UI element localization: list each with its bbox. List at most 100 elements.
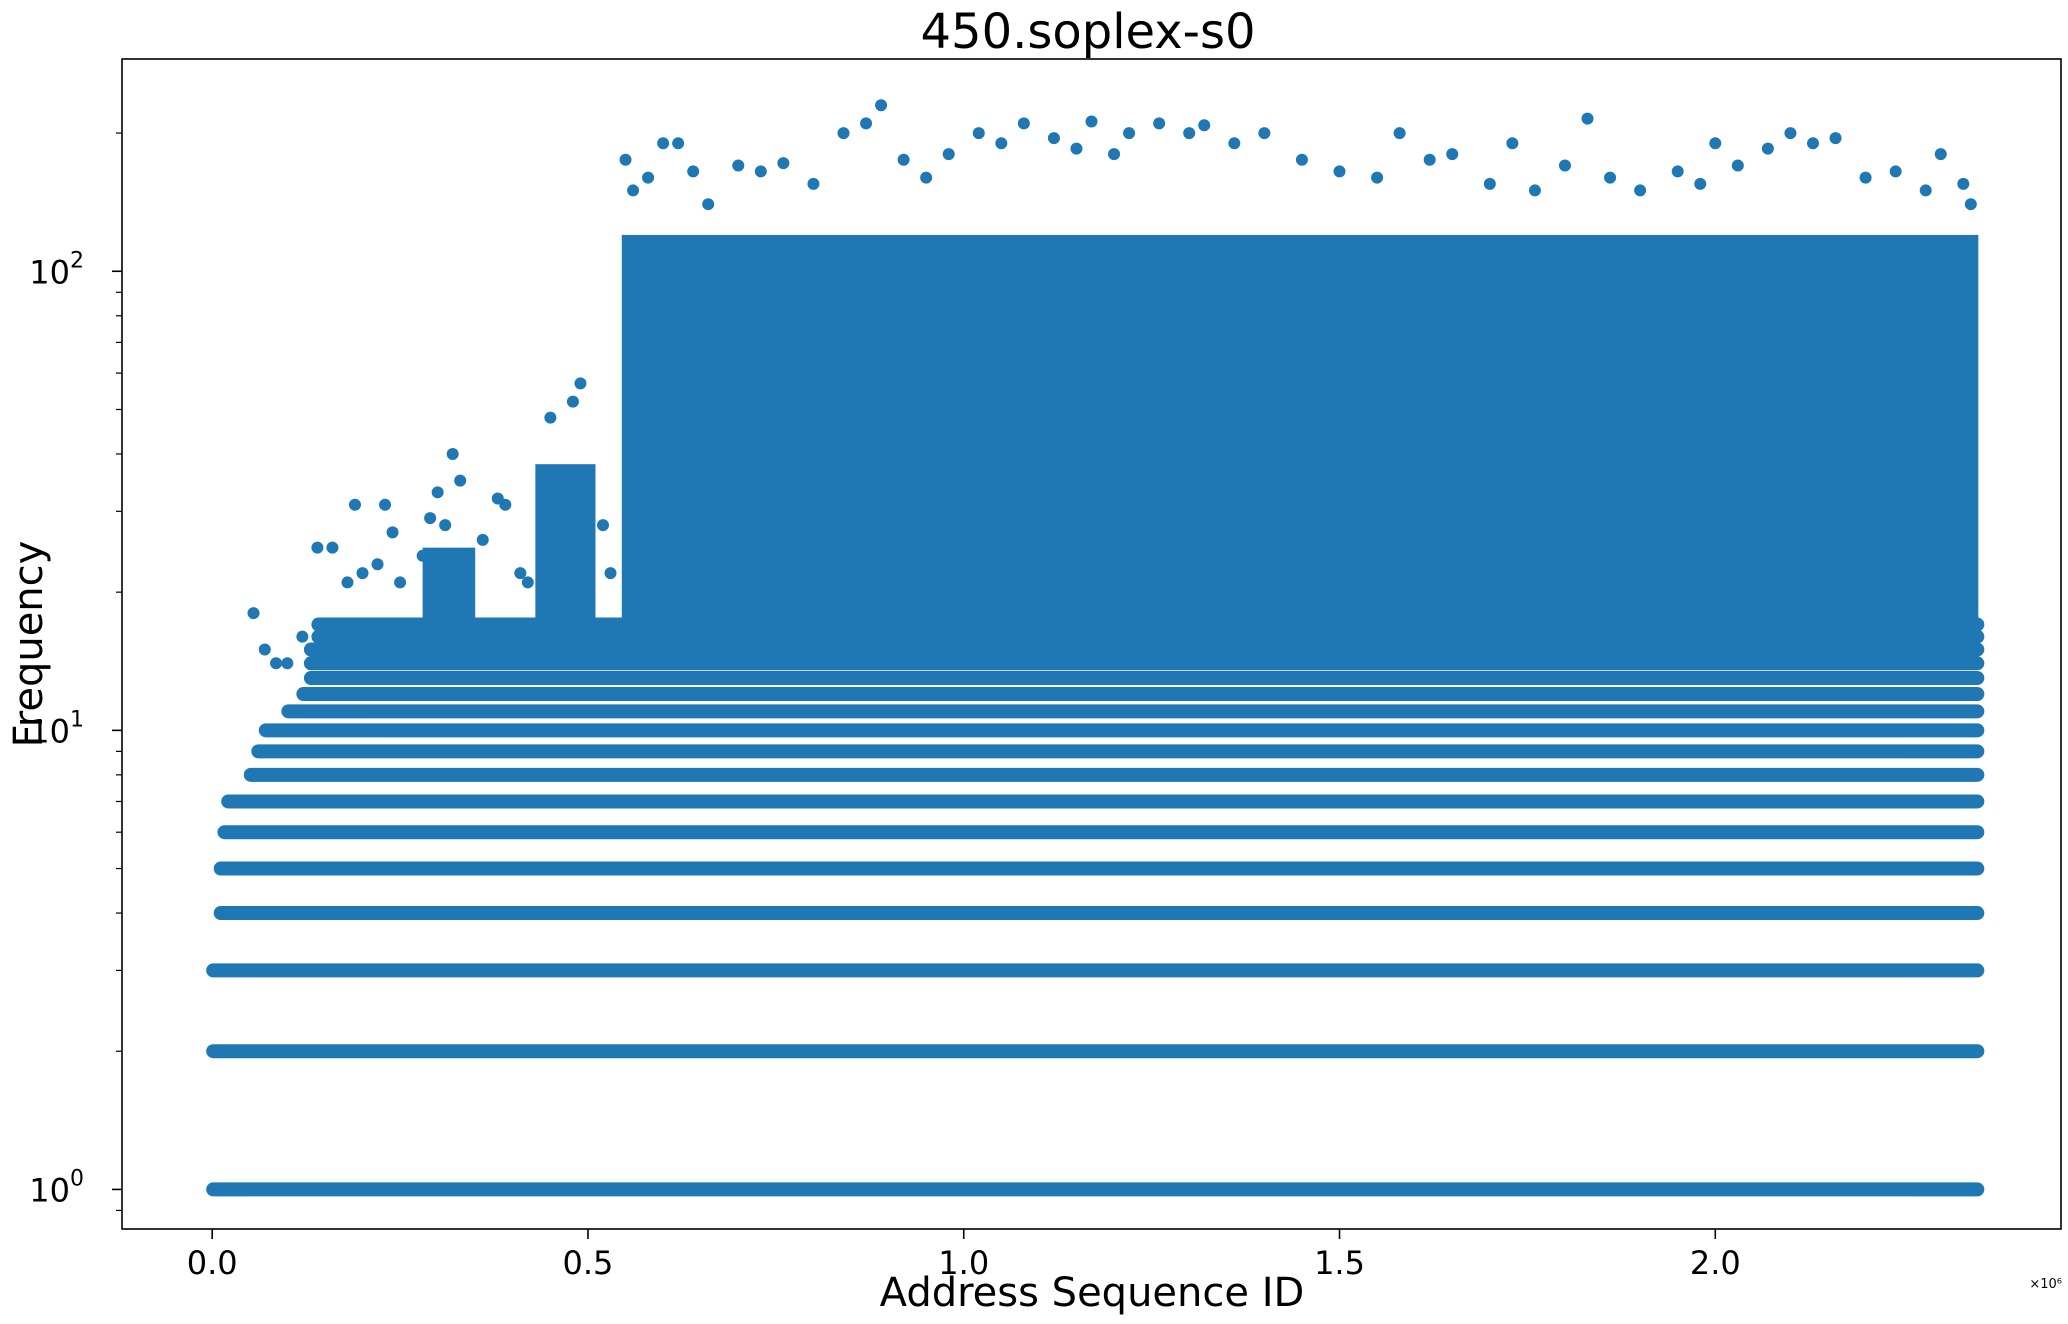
- y-tick-label-0: 100: [29, 1166, 84, 1209]
- data-point-46: [897, 153, 910, 166]
- x-tick-label-2: 1.0: [938, 1244, 989, 1282]
- data-point-2: [270, 657, 283, 670]
- band-y-11: [281, 704, 1985, 719]
- data-point-54: [1085, 115, 1098, 128]
- data-point-67: [1446, 148, 1459, 161]
- data-point-40: [754, 165, 767, 178]
- data-point-23: [499, 498, 512, 511]
- data-point-83: [1859, 171, 1872, 184]
- data-point-77: [1709, 137, 1722, 150]
- data-point-7: [341, 576, 354, 589]
- data-point-13: [394, 576, 407, 589]
- data-point-26: [544, 411, 557, 424]
- data-point-36: [672, 137, 685, 150]
- band-y-17: [311, 617, 1985, 632]
- data-point-82: [1829, 132, 1842, 145]
- data-point-78: [1731, 159, 1744, 172]
- data-point-63: [1333, 165, 1346, 178]
- data-point-16: [431, 486, 444, 499]
- data-point-12: [386, 526, 399, 539]
- plot-layer: [206, 99, 1985, 1197]
- data-point-84: [1889, 165, 1902, 178]
- data-point-8: [348, 498, 361, 511]
- data-point-68: [1483, 177, 1496, 190]
- data-point-69: [1506, 137, 1519, 150]
- data-point-3: [281, 657, 294, 670]
- data-point-35: [657, 137, 670, 150]
- band-y-2: [206, 1044, 1985, 1059]
- data-point-4: [296, 630, 309, 643]
- data-point-80: [1784, 127, 1797, 140]
- data-point-60: [1228, 137, 1241, 150]
- x-tick-label-1: 0.5: [563, 1244, 614, 1282]
- data-point-1: [258, 643, 271, 656]
- data-point-86: [1934, 148, 1947, 161]
- data-point-57: [1153, 117, 1166, 130]
- data-point-66: [1423, 153, 1436, 166]
- data-point-58: [1183, 127, 1196, 140]
- data-point-31: [604, 567, 617, 580]
- band-y-13: [303, 671, 1985, 686]
- data-point-38: [702, 198, 715, 211]
- data-point-5: [311, 541, 324, 554]
- x-tick-label-3: 1.5: [1314, 1244, 1365, 1282]
- data-point-15: [424, 512, 437, 525]
- band-y-6: [217, 825, 1985, 840]
- data-point-14: [416, 549, 429, 562]
- data-point-0: [247, 607, 260, 620]
- data-point-48: [942, 148, 955, 161]
- data-point-27: [566, 395, 579, 408]
- data-point-50: [995, 137, 1008, 150]
- band-y-12: [296, 687, 1985, 702]
- data-point-51: [1017, 117, 1030, 130]
- data-point-33: [627, 184, 640, 197]
- data-point-21: [476, 533, 489, 546]
- data-point-45: [875, 99, 888, 112]
- data-point-42: [807, 177, 820, 190]
- data-point-24: [514, 567, 527, 580]
- band-y-5: [213, 861, 1985, 876]
- data-point-85: [1919, 184, 1932, 197]
- data-point-64: [1371, 171, 1384, 184]
- dense-region-0: [621, 234, 1979, 625]
- band-y-9: [251, 744, 1985, 759]
- data-point-87: [1957, 177, 1970, 190]
- data-point-37: [687, 165, 700, 178]
- data-point-43: [837, 127, 850, 140]
- data-point-17: [439, 519, 452, 532]
- band-y-1: [206, 1182, 1985, 1197]
- band-y-4: [213, 906, 1985, 921]
- data-point-74: [1634, 184, 1647, 197]
- x-tick-label-0: 0.0: [187, 1244, 238, 1282]
- data-point-88: [1964, 198, 1977, 211]
- data-point-39: [732, 159, 745, 172]
- data-point-9: [356, 567, 369, 580]
- band-y-8: [243, 767, 1985, 782]
- data-point-18: [446, 447, 459, 460]
- data-point-47: [920, 171, 933, 184]
- band-y-10: [258, 723, 1985, 738]
- band-y-16: [311, 629, 1985, 644]
- data-point-29: [581, 505, 594, 518]
- data-point-71: [1558, 159, 1571, 172]
- data-point-81: [1806, 137, 1819, 150]
- data-point-25: [521, 576, 534, 589]
- data-point-19: [454, 474, 467, 487]
- x-tick-label-4: 2.0: [1690, 1244, 1741, 1282]
- data-point-65: [1393, 127, 1406, 140]
- y-tick-label-2: 102: [29, 248, 84, 291]
- data-point-6: [326, 541, 339, 554]
- data-point-49: [972, 127, 985, 140]
- data-point-76: [1694, 177, 1707, 190]
- data-point-59: [1198, 119, 1211, 132]
- x-axis: 0.0 0.5 1.0 1.5 2.0: [187, 1229, 1741, 1282]
- data-point-10: [371, 558, 384, 571]
- band-y-7: [221, 794, 1985, 809]
- data-point-11: [379, 498, 392, 511]
- data-point-79: [1761, 142, 1774, 155]
- data-point-72: [1581, 112, 1594, 125]
- data-point-56: [1123, 127, 1136, 140]
- x-axis-offset-label: ×10⁶: [2029, 1277, 2062, 1292]
- band-y-3: [206, 963, 1985, 978]
